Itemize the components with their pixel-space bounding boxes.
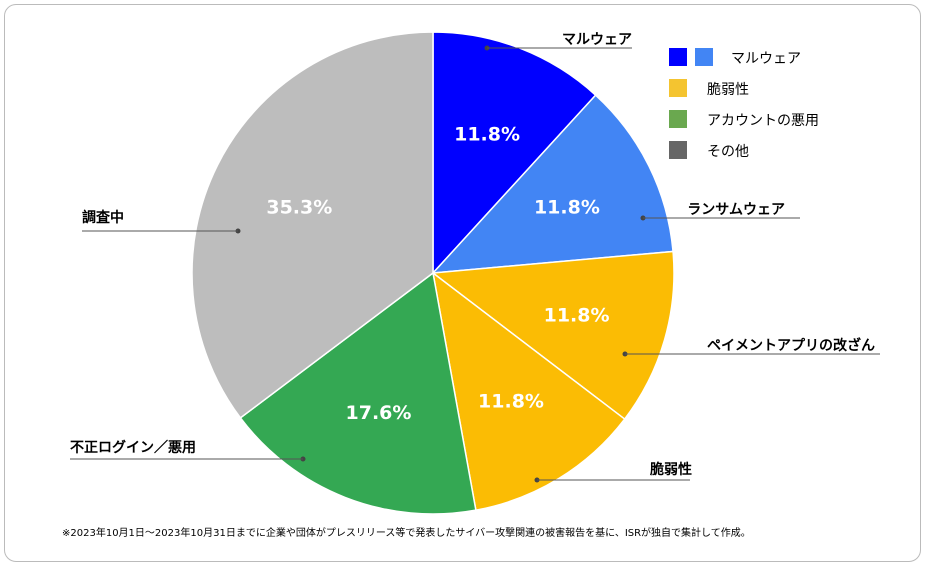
- legend-swatch: [695, 48, 713, 66]
- category-label: ランサムウェア: [687, 202, 785, 218]
- pie-slice: [239, 271, 477, 515]
- category-label: ペイメントアプリの改ざん: [707, 337, 875, 354]
- legend-label: その他: [707, 144, 749, 160]
- category-label: 不正ログイン／悪用: [70, 439, 196, 456]
- legend-swatch: [669, 79, 687, 97]
- chart-frame: [4, 4, 921, 562]
- category-label: 脆弱性: [649, 461, 692, 478]
- data-label: 17.6%: [346, 402, 412, 424]
- pie-slice: [431, 94, 674, 274]
- legend-label: アカウントの悪用: [707, 113, 819, 129]
- legend-swatch: [669, 48, 687, 66]
- data-label: 11.8%: [478, 390, 544, 412]
- pie-slice: [191, 31, 434, 419]
- category-label: 調査中: [82, 209, 124, 226]
- pie-slice: [431, 250, 675, 421]
- footnote: ※2023年10月1日～2023年10月31日までに企業や団体がプレスリリース等…: [62, 526, 751, 539]
- data-label: 11.8%: [544, 304, 610, 326]
- category-label: マルウェア: [562, 32, 632, 48]
- data-label: 11.8%: [454, 124, 520, 146]
- data-label: 35.3%: [266, 196, 332, 218]
- pie-slice: [431, 271, 626, 512]
- legend-label: 脆弱性: [707, 81, 749, 98]
- legend-label: マルウェア: [731, 51, 801, 67]
- data-label: 11.8%: [534, 197, 600, 219]
- legend-swatch: [669, 110, 687, 128]
- legend-swatch: [669, 141, 687, 159]
